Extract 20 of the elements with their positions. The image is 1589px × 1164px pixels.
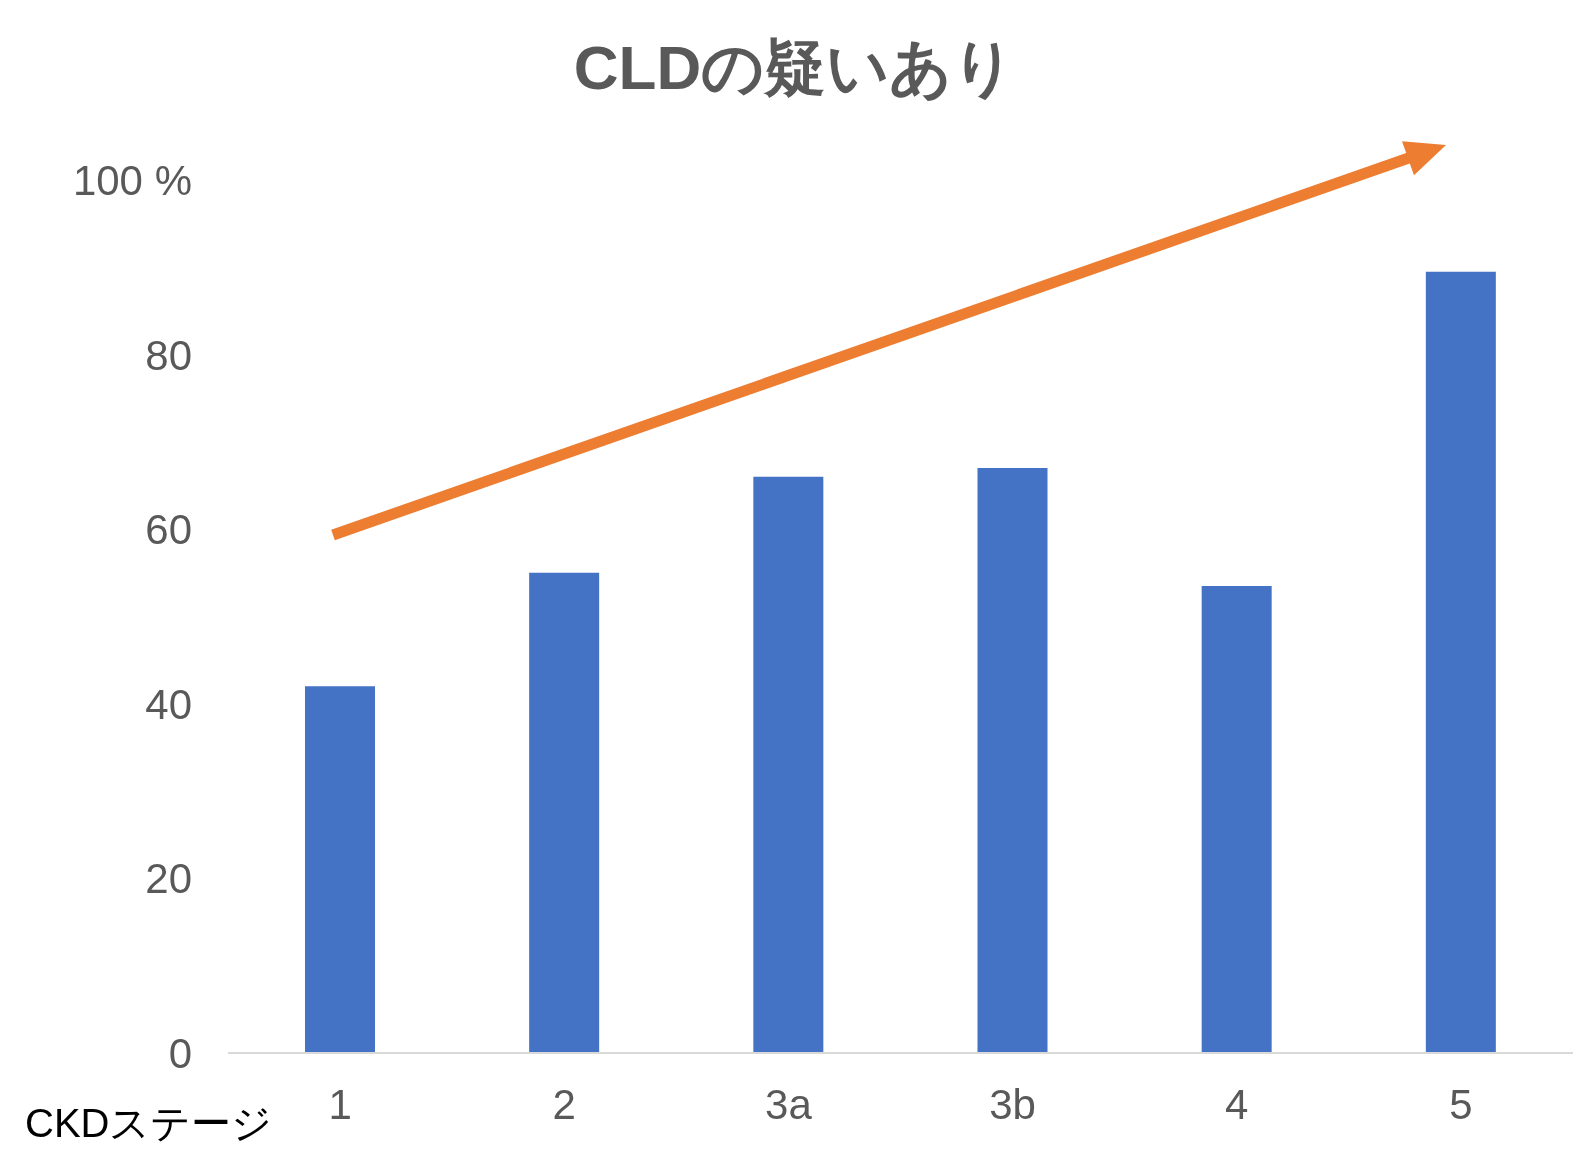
y-tick-label: 80: [145, 331, 192, 379]
y-tick-label: 20: [145, 855, 192, 903]
y-tick-label: 60: [145, 506, 192, 554]
y-tick-label: 40: [145, 680, 192, 728]
x-tick-label: 3b: [989, 1080, 1036, 1128]
x-tick-label: 3a: [765, 1080, 813, 1128]
bar: [305, 686, 375, 1053]
x-axis-title: CKDステージ: [25, 1100, 273, 1147]
bar: [1201, 585, 1272, 1053]
bar: [753, 476, 824, 1053]
chart-title: CLDの疑いあり: [572, 32, 1017, 104]
x-tick-label: 5: [1449, 1080, 1473, 1128]
x-tick-label: 1: [328, 1080, 352, 1128]
bar: [977, 468, 1048, 1053]
bar: [1425, 271, 1496, 1053]
y-tick-label: 0: [168, 1029, 192, 1077]
bar: [529, 572, 600, 1053]
x-tick-label: 2: [552, 1080, 576, 1128]
y-tick-label: 100 %: [72, 156, 192, 204]
x-tick-label: 4: [1225, 1080, 1249, 1128]
